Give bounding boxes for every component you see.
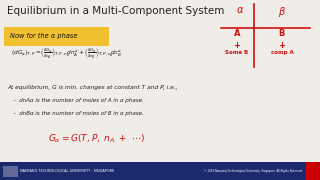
Text: $(dG_\alpha)_{T,P}=\!\left(\frac{\partial G_\alpha}{\partial n_A}\right)_{T,P,n_: $(dG_\alpha)_{T,P}=\!\left(\frac{\partia… <box>11 47 123 61</box>
Text: Some B: Some B <box>225 50 248 55</box>
Bar <box>0 162 320 180</box>
Text: NANYANG TECHNOLOGICAL UNIVERSITY · SINGAPORE: NANYANG TECHNOLOGICAL UNIVERSITY · SINGA… <box>20 169 114 173</box>
Bar <box>3 166 18 177</box>
Text: $G_\alpha = G(T, P,\ n_A\ +\ \cdots)$: $G_\alpha = G(T, P,\ n_A\ +\ \cdots)$ <box>48 132 145 145</box>
Bar <box>306 162 320 180</box>
Text: A: A <box>234 29 240 38</box>
FancyBboxPatch shape <box>4 27 109 46</box>
Text: +: + <box>233 40 240 50</box>
Text: © 2019 Nanyang Technological University, Singapore. All Rights Reserved.: © 2019 Nanyang Technological University,… <box>204 169 302 173</box>
Text: Equilibrium in a Multi-Component System: Equilibrium in a Multi-Component System <box>7 6 224 16</box>
Text: Now for the α phase: Now for the α phase <box>10 33 77 39</box>
Text: comp A: comp A <box>271 50 294 55</box>
Text: +: + <box>278 40 285 50</box>
Text: –  dnAα is the number of moles of A in α phase.: – dnAα is the number of moles of A in α … <box>13 98 144 103</box>
Text: $\beta$: $\beta$ <box>278 5 285 19</box>
Text: $\alpha$: $\alpha$ <box>236 5 244 15</box>
Text: B: B <box>278 29 285 38</box>
Text: –  dnBα is the number of moles of B in α phase.: – dnBα is the number of moles of B in α … <box>13 111 144 116</box>
Text: At equilibrium, G is min. changes at constant T and P, i.e.,: At equilibrium, G is min. changes at con… <box>7 85 178 90</box>
